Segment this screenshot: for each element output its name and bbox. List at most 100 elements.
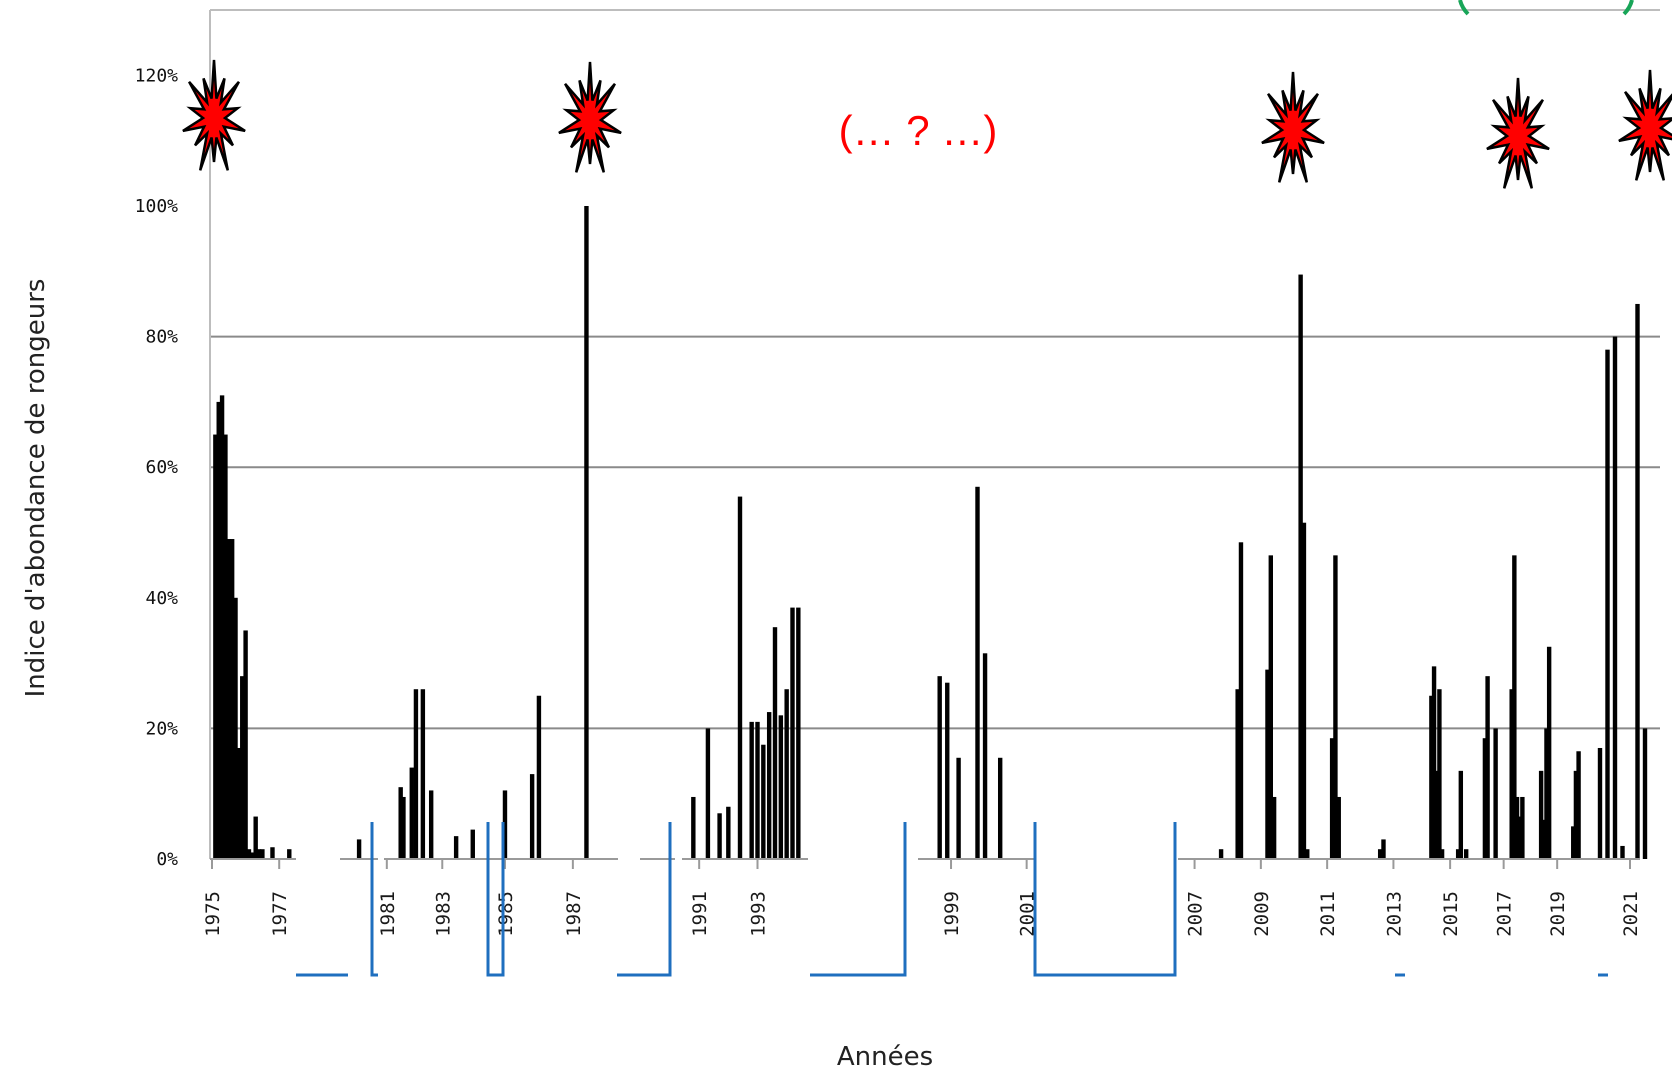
bar [1458,770,1464,859]
x-tick-label: 1981 [377,891,399,937]
outbreak-star-icon [1618,69,1672,181]
x-tick-label: 2009 [1251,891,1273,937]
bar [420,689,426,859]
bar [1265,669,1270,859]
bar [428,790,434,859]
bar [413,689,419,859]
green-bracket-left [1458,0,1470,16]
bar [975,486,980,859]
bar [1635,303,1640,859]
bar [1482,738,1488,859]
bar [216,401,221,859]
bar [529,774,535,859]
bar [1301,522,1307,859]
x-tick-label: 1985 [495,891,517,937]
bar [691,796,696,859]
bar [778,715,784,859]
outbreak-star-icon [182,59,246,171]
outbreak-star-icon [558,61,622,173]
bar [1235,689,1240,859]
green-bracket-right [1622,0,1634,16]
bar [502,790,508,859]
bar [749,721,754,859]
bar [1218,849,1224,859]
gridlines [209,9,1660,859]
bar [1544,728,1549,859]
y-tick-label: 100% [135,196,179,217]
bar [1305,849,1310,859]
y-tick-label: 0% [156,849,178,870]
gap-bracket [810,822,907,977]
bar [1238,542,1244,859]
bar [240,676,245,859]
bar [1298,274,1303,859]
bar [256,849,262,859]
bar [1597,747,1603,859]
bar [1429,695,1434,859]
bar [536,695,542,859]
bar [1434,770,1439,859]
x-tick-label: 2015 [1440,891,1462,937]
x-tick-label: 2001 [1017,891,1039,937]
bar [1455,849,1461,859]
x-tick-label: 1977 [269,891,291,937]
outbreak-star-icon [1486,77,1550,189]
bar [470,829,475,859]
bar [1573,770,1579,859]
bar [1336,796,1341,859]
x-tick-label: 2007 [1185,891,1207,937]
bar [243,630,248,859]
gap-bracket [486,822,505,977]
y-tick-label: 60% [145,457,178,478]
x-tick-label: 1999 [941,891,963,937]
bar [236,747,242,859]
bar [1329,738,1335,859]
bar [584,206,589,859]
bar [717,813,722,859]
bar [1437,689,1442,859]
bar [409,767,414,859]
bar [253,816,258,859]
bar [1541,819,1546,859]
bar [1514,796,1520,859]
gap-bracket [617,822,672,977]
x-tick-label: 2017 [1494,891,1516,937]
bar [997,757,1003,859]
bar [453,836,459,859]
bar [1381,839,1386,859]
bar [761,744,766,859]
gap-brackets [296,0,1634,977]
y-tick-label: 40% [145,588,178,609]
bar [260,849,265,859]
bar [705,728,711,859]
bar [1576,751,1581,859]
y-tick-label: 80% [145,327,178,348]
bar [246,849,252,859]
outbreak-markers [182,59,1672,189]
x-tick-label: 2011 [1317,891,1339,937]
x-tick-label: 1991 [689,891,711,937]
bar [1509,689,1514,859]
x-tick-label: 2019 [1547,891,1569,937]
bar [1538,770,1544,859]
bar [219,395,225,859]
bar [1333,555,1338,859]
bar [226,539,231,859]
bar [982,653,988,859]
y-tick-labels: 0% 20% 40% 60% 80% 100% 120% [135,65,179,870]
x-axis: 1975 1977 1981 1983 1985 1987 1991 1993 1999 2001… [202,858,1642,937]
bar [223,434,228,859]
x-tick-label: 1993 [748,891,770,937]
bar [1271,796,1277,859]
y-tick-label: 20% [145,718,178,739]
bar [1571,826,1576,859]
bar [270,847,275,859]
x-tick-label: 1983 [432,891,454,937]
bar [737,496,743,859]
bar [1612,336,1618,860]
bar [1268,555,1273,859]
bar [790,607,795,859]
bar [250,852,255,859]
bar [1642,728,1648,859]
